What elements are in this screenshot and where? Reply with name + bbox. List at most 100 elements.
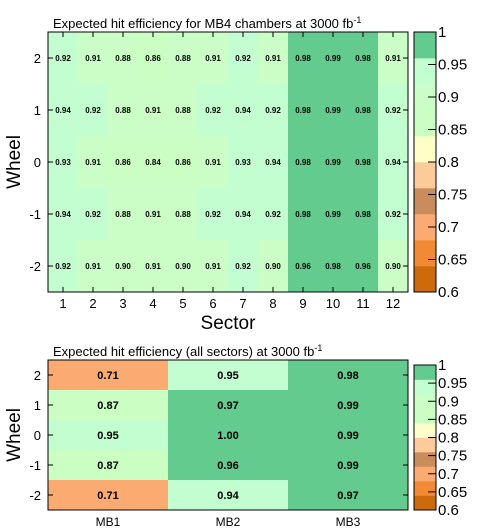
y-tick-label: 1 — [34, 398, 41, 413]
heatmap-cell — [138, 84, 169, 137]
heatmap-cell — [198, 240, 229, 293]
chart2-title: Expected hit efficiency (all sectors) at… — [53, 343, 322, 359]
x-tick-label: 6 — [209, 296, 216, 311]
cell-value-label: 0.86 — [115, 158, 131, 167]
cell-value-label: 0.98 — [325, 262, 341, 271]
y-tick-label: -1 — [29, 207, 41, 222]
heatmap-cell — [198, 136, 229, 189]
x-tick-label: 5 — [179, 296, 186, 311]
heatmap-cell — [138, 136, 169, 189]
x-tick-label: 9 — [299, 296, 306, 311]
colorbar-tick-label: 0.9 — [438, 393, 459, 410]
y-tick-label: -1 — [29, 458, 41, 473]
heatmap-cell — [288, 84, 319, 137]
x-tick-label: 8 — [269, 296, 276, 311]
cell-value-label: 0.97 — [217, 400, 238, 412]
x-tick-label: MB3 — [336, 515, 361, 529]
heatmap-cell — [48, 390, 169, 421]
cell-value-label: 0.92 — [55, 54, 71, 63]
cell-value-label: 0.91 — [205, 54, 221, 63]
colorbar-tick-label: 0.95 — [438, 375, 467, 392]
colorbar-tick-label: 0.8 — [438, 154, 459, 171]
heatmap-cell — [198, 84, 229, 137]
cell-value-label: 0.86 — [145, 54, 161, 63]
heatmap-cell — [108, 84, 139, 137]
y-tick-label: 1 — [34, 103, 41, 118]
colorbar-segment — [414, 437, 436, 453]
heatmap-cell — [288, 390, 409, 421]
heatmap-cell — [288, 188, 319, 241]
heatmap-cell — [288, 136, 319, 189]
heatmap-cell — [48, 84, 79, 137]
cell-value-label: 0.96 — [295, 262, 311, 271]
cell-value-label: 0.91 — [385, 54, 401, 63]
colorbar-segment — [414, 32, 436, 59]
colorbar-segment — [414, 379, 436, 395]
colorbar-tick-label: 1 — [438, 357, 446, 374]
cell-value-label: 0.71 — [97, 490, 118, 502]
heatmap-cell — [288, 420, 409, 451]
cell-value-label: 0.92 — [265, 106, 281, 115]
heatmap-cell — [288, 480, 409, 511]
colorbar-tick-label: 1 — [438, 24, 446, 41]
heatmap-cell — [318, 136, 349, 189]
cell-value-label: 0.90 — [115, 262, 131, 271]
chart1-xlabel: Sector — [201, 313, 257, 334]
cell-value-label: 0.93 — [235, 158, 251, 167]
heatmap-cell — [348, 32, 379, 85]
cell-value-label: 0.96 — [355, 262, 371, 271]
colorbar-segment — [414, 110, 436, 137]
y-tick-label: 0 — [34, 428, 41, 443]
chart2-ticks: 2 1 0 -1 -2 MB1 MB2 MB3 — [29, 368, 408, 529]
heatmap-cell — [288, 32, 319, 85]
cell-value-label: 0.94 — [217, 490, 239, 502]
colorbar-segment — [414, 466, 436, 482]
colorbar-tick-label: 0.65 — [438, 484, 467, 501]
x-tick-label: MB2 — [216, 515, 241, 529]
heatmap-cell — [78, 136, 109, 189]
heatmap-cell — [228, 32, 259, 85]
cell-value-label: 0.94 — [55, 106, 71, 115]
cell-value-label: 0.92 — [85, 106, 101, 115]
cell-value-label: 0.98 — [355, 210, 371, 219]
cell-value-label: 0.93 — [55, 158, 71, 167]
heatmap-cell — [288, 450, 409, 481]
cell-value-label: 0.88 — [175, 106, 191, 115]
cell-value-label: 0.97 — [337, 490, 358, 502]
cell-value-label: 0.87 — [97, 400, 118, 412]
cell-value-label: 0.91 — [265, 54, 281, 63]
heatmap-cell — [228, 136, 259, 189]
cell-value-label: 0.94 — [385, 158, 401, 167]
cell-value-label: 0.98 — [355, 54, 371, 63]
cell-value-label: 0.92 — [235, 262, 251, 271]
cell-value-label: 0.98 — [355, 158, 371, 167]
cell-value-label: 0.99 — [337, 400, 358, 412]
heatmap-cell — [168, 450, 289, 481]
colorbar-tick-label: 0.7 — [438, 466, 459, 483]
cell-value-label: 0.92 — [385, 106, 401, 115]
chart1-colorbar: 1 0.95 0.9 0.85 0.8 0.75 0.7 0.65 0.6 — [413, 24, 467, 301]
cell-value-label: 0.99 — [325, 54, 341, 63]
cell-value-label: 0.92 — [235, 54, 251, 63]
cell-value-label: 0.92 — [265, 210, 281, 219]
x-tick-label: 1 — [59, 296, 66, 311]
x-tick-label: 3 — [119, 296, 126, 311]
cell-value-label: 0.98 — [295, 158, 311, 167]
cell-value-label: 0.96 — [217, 460, 238, 472]
heatmap-cell — [78, 32, 109, 85]
cell-value-label: 0.99 — [325, 210, 341, 219]
heatmap-cell — [228, 188, 259, 241]
heatmap-cell — [168, 84, 199, 137]
heatmap-cell — [108, 32, 139, 85]
heatmap-cell — [138, 240, 169, 293]
cell-value-label: 0.88 — [175, 54, 191, 63]
colorbar-segment — [414, 495, 436, 511]
heatmap-cell — [198, 32, 229, 85]
heatmap-cell — [168, 32, 199, 85]
heatmap-cell — [168, 480, 289, 511]
heatmap-cell — [168, 390, 289, 421]
x-tick-label: 2 — [89, 296, 96, 311]
heatmap-cell — [48, 32, 79, 85]
cell-value-label: 0.98 — [295, 210, 311, 219]
